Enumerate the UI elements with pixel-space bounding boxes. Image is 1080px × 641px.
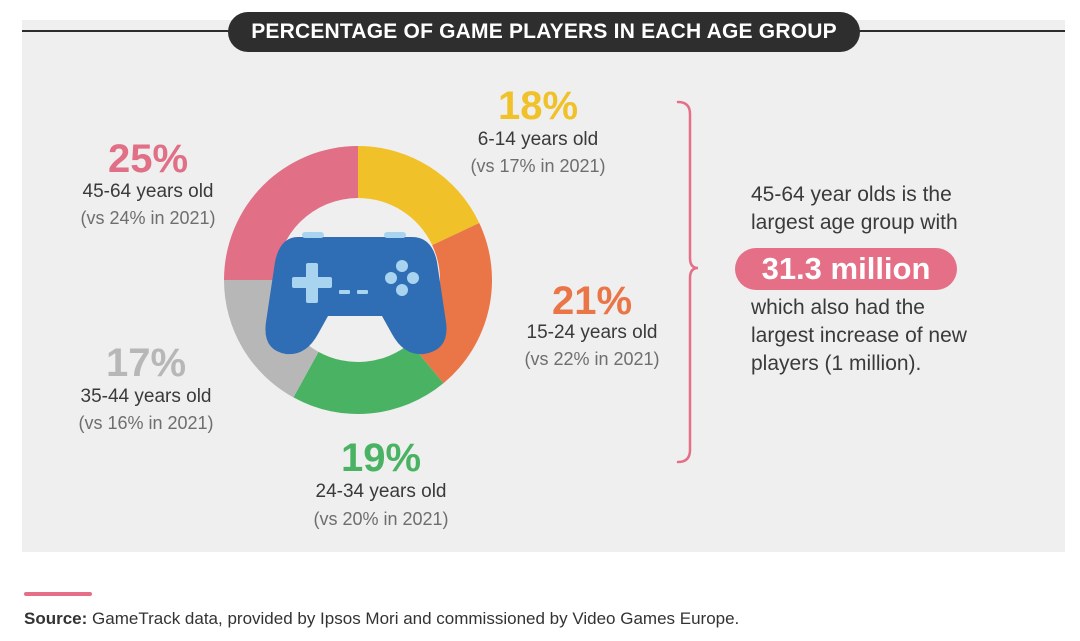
category-label-35-44: 35-44 years old: [80, 386, 212, 407]
donut-slice-6-14: [358, 146, 480, 246]
chart-title: PERCENTAGE OF GAME PLAYERS IN EACH AGE G…: [228, 12, 860, 52]
category-label-15-24: 15-24 years old: [526, 322, 658, 343]
callout-highlight: 31.3 million: [735, 248, 957, 290]
gamepad-button-left: [385, 272, 397, 284]
gamepad-button-bottom: [396, 284, 408, 296]
comparison-label-15-24: (vs 22% in 2021): [524, 349, 660, 369]
donut-slice-45-64: [224, 146, 358, 280]
callout-line-4: largest increase of new: [751, 324, 967, 347]
callout-line-3: which also had the: [751, 296, 925, 319]
comparison-label-35-44: (vs 16% in 2021): [78, 413, 214, 433]
gamepad-select: [339, 290, 350, 294]
comparison-label-45-64: (vs 24% in 2021): [80, 208, 216, 228]
callout-line-1: 45-64 year olds is the: [751, 183, 952, 206]
gamepad-left-bumper: [302, 232, 324, 238]
value-label-15-24: 21%: [551, 279, 633, 323]
comparison-label-6-14: (vs 17% in 2021): [470, 156, 606, 176]
gamepad-dpad-vertical: [306, 263, 318, 303]
gamepad-body: [265, 237, 447, 355]
gamepad-icon: [265, 232, 447, 355]
source-label: Source:: [24, 609, 88, 628]
gamepad-start: [357, 290, 368, 294]
category-label-45-64: 45-64 years old: [82, 181, 214, 202]
gamepad-right-bumper: [384, 232, 406, 238]
value-label-24-34: 19%: [340, 436, 422, 480]
value-label-35-44: 17%: [105, 341, 187, 385]
value-label-45-64: 25%: [107, 137, 189, 181]
source-line: Source: GameTrack data, provided by Ipso…: [24, 609, 739, 629]
gamepad-button-top: [396, 260, 408, 272]
comparison-label-24-34: (vs 20% in 2021): [313, 509, 449, 529]
donut-slice-24-34: [293, 343, 444, 414]
gamepad-button-right: [407, 272, 419, 284]
category-label-24-34: 24-34 years old: [315, 481, 447, 502]
value-label-6-14: 18%: [497, 84, 579, 128]
callout-bracket: [676, 100, 699, 464]
category-label-6-14: 6-14 years old: [477, 129, 599, 150]
callout-line-5: players (1 million).: [751, 352, 922, 375]
callout-line-2: largest age group with: [751, 211, 958, 234]
source-rule: [24, 592, 92, 596]
source-text: GameTrack data, provided by Ipsos Mori a…: [92, 609, 740, 628]
